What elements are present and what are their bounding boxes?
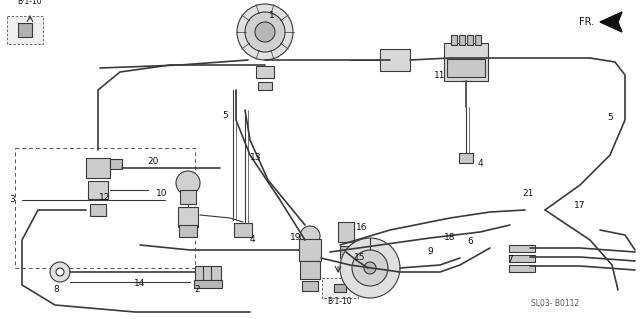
Circle shape	[364, 262, 376, 274]
Bar	[467, 35, 473, 45]
Circle shape	[237, 4, 293, 60]
Bar	[475, 35, 481, 45]
Bar	[322, 278, 358, 298]
Circle shape	[245, 12, 285, 52]
Text: 17: 17	[574, 201, 586, 210]
Circle shape	[352, 250, 388, 286]
Text: 14: 14	[134, 278, 146, 287]
Bar	[380, 49, 410, 71]
Bar	[90, 204, 106, 216]
Text: 6: 6	[467, 238, 473, 247]
Circle shape	[176, 171, 200, 195]
Bar	[88, 181, 108, 199]
Bar	[110, 159, 122, 169]
Text: 15: 15	[355, 254, 365, 263]
Bar	[234, 223, 252, 237]
Text: 7: 7	[507, 256, 513, 264]
Bar	[194, 280, 222, 288]
Bar	[15, 148, 195, 268]
Text: 4: 4	[477, 159, 483, 167]
Text: 5: 5	[222, 110, 228, 120]
Bar	[195, 266, 205, 282]
Bar	[300, 261, 320, 279]
Bar	[340, 246, 352, 258]
Bar	[258, 82, 272, 90]
Text: 19: 19	[291, 234, 301, 242]
Text: 18: 18	[444, 234, 456, 242]
Text: 9: 9	[427, 248, 433, 256]
Bar	[256, 66, 274, 78]
Bar	[459, 153, 473, 163]
Bar	[459, 35, 465, 45]
Bar	[180, 190, 196, 204]
Text: 1: 1	[269, 11, 275, 20]
Text: 8: 8	[53, 286, 59, 294]
Text: 12: 12	[99, 194, 111, 203]
Circle shape	[255, 22, 275, 42]
Text: 16: 16	[356, 224, 368, 233]
Circle shape	[56, 268, 64, 276]
Bar	[451, 35, 457, 45]
Text: SL03- B0112: SL03- B0112	[531, 299, 579, 308]
Bar	[86, 158, 110, 178]
Bar	[299, 239, 321, 261]
Text: 3: 3	[9, 196, 15, 204]
Text: 5: 5	[607, 114, 613, 122]
Text: 4: 4	[249, 235, 255, 244]
Bar	[179, 225, 197, 237]
Text: 10: 10	[156, 189, 168, 197]
Bar	[509, 244, 535, 251]
Bar	[447, 59, 485, 77]
Bar	[203, 266, 213, 282]
Text: 21: 21	[522, 189, 534, 197]
Bar	[7, 16, 43, 44]
Bar	[444, 43, 488, 81]
Bar	[18, 23, 32, 37]
Text: 20: 20	[147, 158, 159, 167]
Circle shape	[300, 226, 320, 246]
Circle shape	[50, 262, 70, 282]
Text: 2: 2	[194, 286, 200, 294]
Text: B·1-10: B·1-10	[18, 0, 42, 6]
Bar	[302, 281, 318, 291]
Text: 11: 11	[435, 71, 445, 80]
Bar	[509, 255, 535, 262]
Bar	[334, 284, 346, 292]
Bar	[338, 222, 354, 242]
Bar	[509, 264, 535, 271]
Bar	[178, 207, 198, 227]
Polygon shape	[600, 12, 622, 32]
Text: B·1-10: B·1-10	[328, 298, 352, 307]
Circle shape	[340, 238, 400, 298]
Bar	[211, 266, 221, 282]
Text: 13: 13	[250, 153, 262, 162]
Text: FR.: FR.	[579, 17, 594, 27]
